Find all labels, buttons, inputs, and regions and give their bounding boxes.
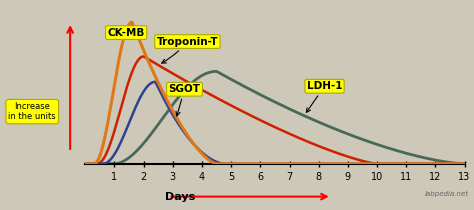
Text: Days: Days	[165, 192, 195, 202]
Text: Troponin-T: Troponin-T	[156, 37, 218, 63]
Text: CK-MB: CK-MB	[108, 25, 145, 38]
Text: labpedia.net: labpedia.net	[424, 191, 468, 197]
Text: SGOT: SGOT	[168, 84, 201, 116]
Text: Increase
in the units: Increase in the units	[9, 102, 56, 121]
Text: LDH-1: LDH-1	[306, 81, 342, 112]
